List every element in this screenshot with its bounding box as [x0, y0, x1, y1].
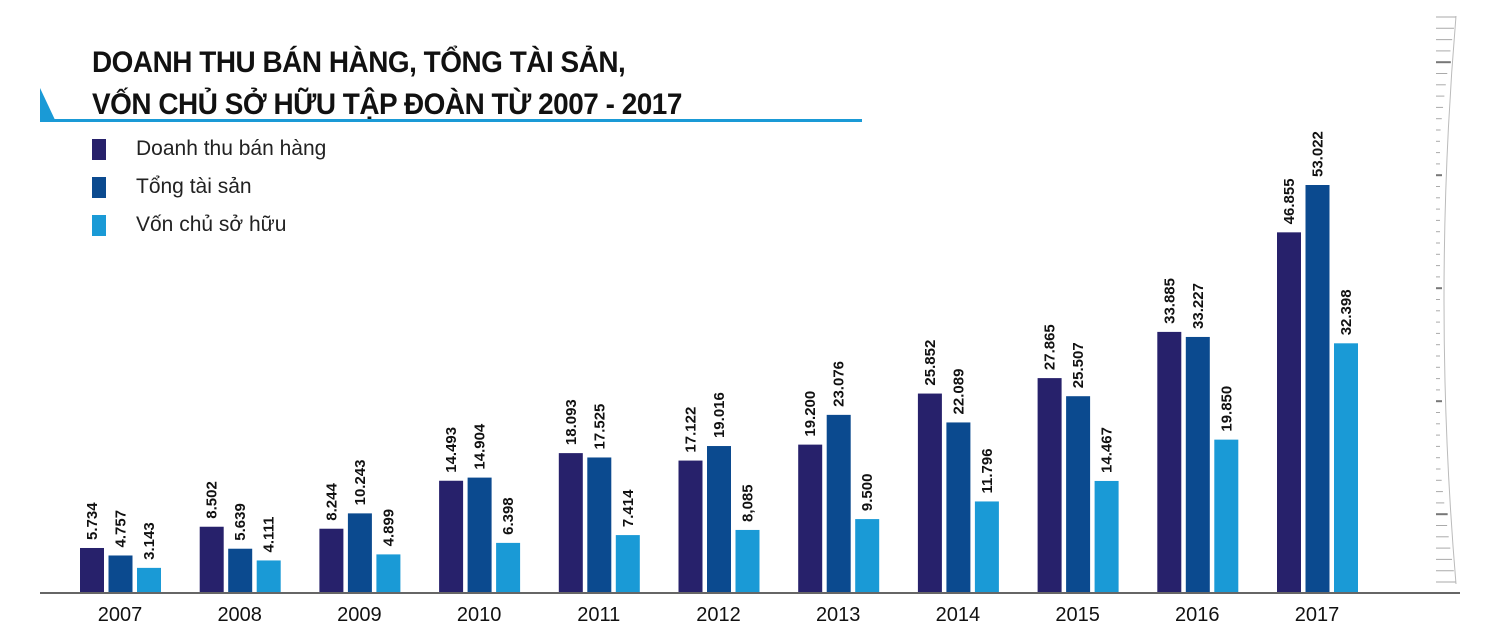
data-label-revenue-2009: 8.244: [323, 483, 340, 521]
legend-swatch-equity: [92, 214, 106, 236]
legend-swatch-revenue: [92, 138, 106, 160]
bar-revenue-2007: [80, 547, 104, 592]
bar-revenue-2011: [558, 453, 583, 592]
data-label-equity-2015: 14.467: [1099, 427, 1116, 473]
x-tick-label-2012: 2012: [696, 604, 741, 626]
x-tick-label-2010: 2010: [457, 604, 502, 626]
bar-total-assets-2015: [1066, 396, 1091, 592]
data-label-total-assets-2014: 22.089: [950, 369, 967, 415]
data-label-equity-2007: 3.143: [141, 522, 158, 560]
legend-label-total-assets: Tổng tài sản: [136, 175, 252, 198]
bar-revenue-2009: [319, 528, 344, 592]
bar-equity-2009: [376, 554, 401, 592]
data-label-equity-2008: 4.111: [261, 517, 278, 553]
bar-total-assets-2011: [587, 457, 612, 592]
legend-item-revenue: Doanh thu bán hàng: [92, 130, 326, 168]
bar-total-assets-2017: [1305, 185, 1330, 592]
data-label-revenue-2017: 46.855: [1281, 178, 1298, 224]
data-label-total-assets-2015: 25.507: [1070, 342, 1087, 388]
ruler-decoration: [1436, 15, 1457, 585]
data-label-equity-2009: 4.899: [380, 509, 397, 547]
bar-revenue-2014: [917, 393, 942, 592]
chart-title-line-2: VỐN CHỦ SỞ HỮU TẬP ĐOÀN TỪ 2007 - 2017: [92, 88, 682, 121]
bar-total-assets-2009: [347, 513, 372, 592]
legend: Doanh thu bán hàng Tổng tài sản Vốn chủ …: [92, 130, 326, 244]
chart-title-line-1: DOANH THU BÁN HÀNG, TỔNG TÀI SẢN,: [92, 46, 626, 79]
data-label-total-assets-2010: 14.904: [472, 423, 489, 470]
bar-revenue-2010: [439, 480, 464, 592]
data-label-equity-2010: 6.398: [500, 497, 517, 535]
bar-equity-2010: [496, 542, 521, 592]
bar-total-assets-2016: [1185, 336, 1210, 592]
data-label-equity-2011: 7.414: [620, 489, 637, 527]
bar-total-assets-2013: [826, 414, 851, 592]
data-label-equity-2014: 11.796: [979, 448, 996, 493]
data-label-revenue-2014: 25.852: [922, 340, 939, 386]
bar-equity-2013: [855, 519, 880, 592]
bar-revenue-2013: [798, 444, 823, 592]
data-label-revenue-2015: 27.865: [1042, 324, 1059, 370]
bar-total-assets-2010: [467, 477, 492, 592]
data-label-equity-2012: 8,085: [740, 484, 757, 522]
x-tick-label-2008: 2008: [217, 604, 262, 626]
bar-revenue-2012: [678, 460, 703, 592]
x-tick-label-2016: 2016: [1175, 604, 1220, 626]
bar-total-assets-2007: [108, 555, 133, 592]
x-tick-label-2015: 2015: [1055, 604, 1100, 626]
x-tick-label-2014: 2014: [936, 604, 981, 626]
bar-revenue-2015: [1037, 378, 1062, 592]
legend-item-total-assets: Tổng tài sản: [92, 168, 326, 206]
x-tick-label-2013: 2013: [816, 604, 861, 626]
title-accent-triangle: [40, 88, 56, 122]
bar-equity-2015: [1094, 480, 1119, 592]
chart-title: DOANH THU BÁN HÀNG, TỔNG TÀI SẢN, VỐN CH…: [92, 42, 682, 126]
data-label-revenue-2011: 18.093: [563, 399, 580, 445]
data-label-total-assets-2012: 19.016: [711, 392, 728, 438]
data-label-total-assets-2007: 4.757: [113, 510, 130, 548]
data-label-revenue-2010: 14.493: [443, 427, 460, 473]
bar-total-assets-2012: [707, 446, 731, 592]
bar-total-assets-2014: [946, 422, 971, 592]
bar-equity-2016: [1214, 439, 1239, 592]
x-tick-label-2007: 2007: [98, 604, 143, 626]
legend-swatch-total-assets: [92, 176, 106, 198]
data-label-total-assets-2013: 23.076: [831, 361, 848, 407]
data-label-revenue-2013: 19.200: [802, 391, 819, 437]
data-label-total-assets-2009: 10.243: [352, 459, 369, 505]
x-tick-label-2017: 2017: [1295, 604, 1340, 626]
data-label-revenue-2016: 33.885: [1161, 278, 1178, 324]
data-label-equity-2017: 32.398: [1338, 289, 1355, 335]
legend-label-equity: Vốn chủ sở hữu: [136, 213, 287, 236]
title-underline: [40, 119, 862, 122]
bar-revenue-2016: [1157, 331, 1182, 592]
data-label-total-assets-2017: 53.022: [1310, 131, 1327, 177]
x-tick-label-2009: 2009: [337, 604, 382, 626]
data-label-revenue-2007: 5.734: [84, 502, 101, 540]
bar-revenue-2008: [199, 526, 224, 592]
bar-equity-2008: [256, 560, 281, 592]
bar-total-assets-2008: [228, 548, 253, 592]
data-label-equity-2013: 9.500: [859, 474, 876, 512]
data-label-revenue-2012: 17.122: [683, 407, 700, 453]
bar-equity-2014: [974, 501, 999, 592]
bar-equity-2011: [615, 535, 640, 592]
bar-revenue-2017: [1277, 232, 1301, 592]
legend-item-equity: Vốn chủ sở hữu: [92, 206, 326, 244]
x-tick-label-2011: 2011: [577, 604, 620, 626]
data-label-total-assets-2016: 33.227: [1190, 283, 1207, 329]
data-label-total-assets-2008: 5.639: [232, 503, 249, 541]
data-label-equity-2016: 19.850: [1218, 386, 1235, 432]
data-label-revenue-2008: 8.502: [204, 481, 221, 519]
bar-equity-2012: [735, 529, 760, 592]
ruler-curve: [1443, 15, 1457, 585]
bar-equity-2017: [1334, 343, 1358, 592]
data-label-total-assets-2011: 17.525: [591, 404, 608, 450]
legend-label-revenue: Doanh thu bán hàng: [136, 137, 327, 160]
bar-equity-2007: [137, 567, 161, 592]
